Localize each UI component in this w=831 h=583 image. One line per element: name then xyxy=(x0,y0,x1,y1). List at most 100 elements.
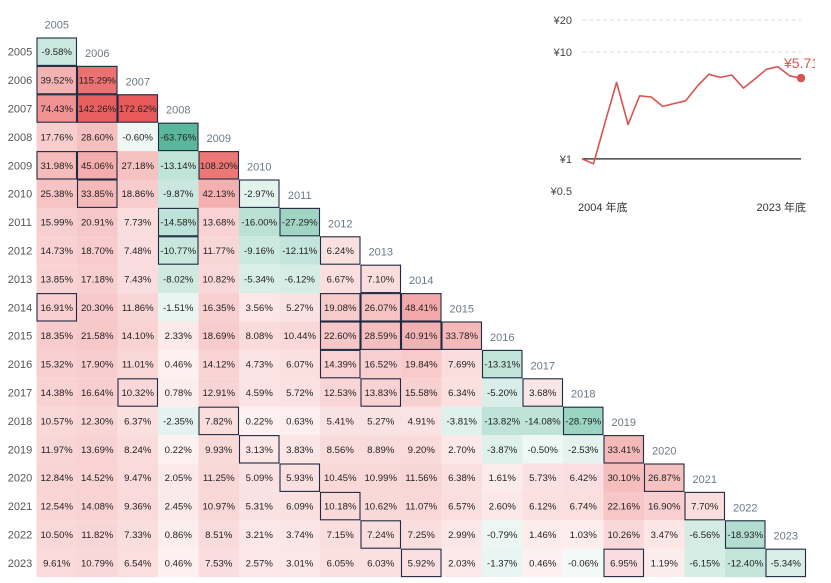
heatmap-cell xyxy=(482,520,523,549)
cell-value: 10.57% xyxy=(40,416,73,427)
highlight-box xyxy=(76,65,118,95)
heatmap-cell xyxy=(522,463,563,492)
row-label: 2018 xyxy=(8,416,32,428)
heatmap-cell xyxy=(401,548,442,578)
cell-value: 15.32% xyxy=(40,360,73,371)
cell-value: 6.12% xyxy=(529,502,557,513)
heatmap-cell xyxy=(77,122,118,152)
column-label: 2014 xyxy=(409,275,433,287)
cell-value: 11.07% xyxy=(405,502,437,513)
heatmap-cell xyxy=(158,207,199,237)
heatmap-cell xyxy=(239,236,280,265)
heatmap-cell xyxy=(158,435,199,464)
column-label: 2019 xyxy=(612,417,636,429)
cell-value: 25.38% xyxy=(40,189,73,200)
highlight-box xyxy=(36,37,78,66)
cell-value: 40.91% xyxy=(405,331,438,342)
cell-value: 1.03% xyxy=(570,530,598,541)
column-label: 2006 xyxy=(85,48,109,60)
heatmap-cell xyxy=(239,520,280,549)
cell-value: 8.56% xyxy=(327,445,355,456)
heatmap-cell xyxy=(320,236,361,265)
cell-value: 14.10% xyxy=(121,331,154,342)
end-value-label: ¥5.71 xyxy=(783,55,815,71)
heatmap-cell xyxy=(198,349,239,379)
cell-value: -0.79% xyxy=(487,530,518,541)
highlight-box xyxy=(279,463,321,492)
heatmap-cell xyxy=(279,236,320,265)
cell-value: 10.97% xyxy=(202,502,235,513)
x-tick-label: 2023 年底 xyxy=(756,200,806,214)
row-label: 2010 xyxy=(8,189,32,201)
row-label: 2022 xyxy=(8,530,32,542)
cell-value: 7.82% xyxy=(205,416,233,427)
cell-value: 12.91% xyxy=(202,388,235,399)
heatmap-cell xyxy=(279,520,320,549)
heatmap-cell xyxy=(441,463,482,492)
row-label: 2012 xyxy=(8,246,32,258)
heatmap-cell xyxy=(158,293,199,322)
cell-value: 14.39% xyxy=(324,360,357,371)
cell-value: 30.10% xyxy=(607,473,640,484)
heatmap-cell xyxy=(77,548,118,578)
heatmap-cell xyxy=(482,548,523,578)
highlight-box xyxy=(238,435,280,464)
heatmap-cell xyxy=(360,406,401,436)
cell-value: 11.82% xyxy=(81,530,113,541)
row-label: 2017 xyxy=(8,388,32,400)
heatmap-cell xyxy=(522,491,563,521)
cell-value: 3.01% xyxy=(286,558,314,569)
heatmap-cell xyxy=(158,179,199,208)
highlight-box xyxy=(400,321,442,350)
heatmap-cell xyxy=(563,548,604,578)
cell-value: 6.37% xyxy=(124,416,152,427)
heatmap-cell xyxy=(77,264,118,294)
cell-value: 5.27% xyxy=(367,416,395,427)
heatmap-cell xyxy=(117,293,158,322)
cell-value: 12.30% xyxy=(81,416,114,427)
cell-value: 10.32% xyxy=(121,388,154,399)
heatmap-cell xyxy=(360,463,401,492)
highlight-box xyxy=(36,151,78,180)
row-label: 2005 xyxy=(8,47,32,59)
cell-value: 5.27% xyxy=(286,303,314,314)
cell-value: 7.33% xyxy=(124,530,152,541)
cell-value: 4.59% xyxy=(246,388,274,399)
heatmap-cell xyxy=(36,520,77,549)
cell-value: 19.08% xyxy=(324,303,357,314)
column-label: 2017 xyxy=(531,360,555,372)
heatmap-cell xyxy=(239,207,280,237)
heatmap-cell xyxy=(320,406,361,436)
heatmap-cell xyxy=(360,264,401,294)
cell-value: 14.12% xyxy=(202,360,235,371)
heatmap-cell xyxy=(36,293,77,322)
heatmap-cell xyxy=(401,406,442,436)
cell-value: -18.93% xyxy=(727,530,763,541)
row-label: 2016 xyxy=(8,359,32,371)
highlight-box xyxy=(319,293,361,322)
cell-value: 0.46% xyxy=(165,558,193,569)
highlight-box xyxy=(643,463,685,492)
heatmap-cell xyxy=(725,548,766,578)
heatmap-cell xyxy=(320,349,361,379)
heatmap-cell xyxy=(644,463,685,492)
growth-line-chart: ¥20 ¥10 ¥1 ¥0.5 ¥5.71 2004 年底 2023 年底 xyxy=(550,15,815,214)
cell-value: 6.95% xyxy=(610,558,638,569)
cell-value: 2.99% xyxy=(448,530,476,541)
cell-value: 5.41% xyxy=(327,416,355,427)
cell-value: 31.98% xyxy=(40,161,73,172)
heatmap-cell xyxy=(684,548,725,578)
heatmap-cell xyxy=(279,548,320,578)
heatmap-cell xyxy=(36,122,77,152)
heatmap-cell xyxy=(401,463,442,492)
heatmap-cell xyxy=(360,435,401,464)
x-tick-label: 2004 年底 xyxy=(578,200,628,214)
cell-value: 172.62% xyxy=(119,104,157,115)
highlight-box xyxy=(319,349,361,379)
heatmap-cell xyxy=(36,463,77,492)
heatmap-cell xyxy=(239,463,280,492)
heatmap-cell xyxy=(279,378,320,407)
heatmap-cell xyxy=(77,321,118,350)
cell-value: 9.93% xyxy=(205,445,233,456)
cell-value: 10.99% xyxy=(364,473,397,484)
